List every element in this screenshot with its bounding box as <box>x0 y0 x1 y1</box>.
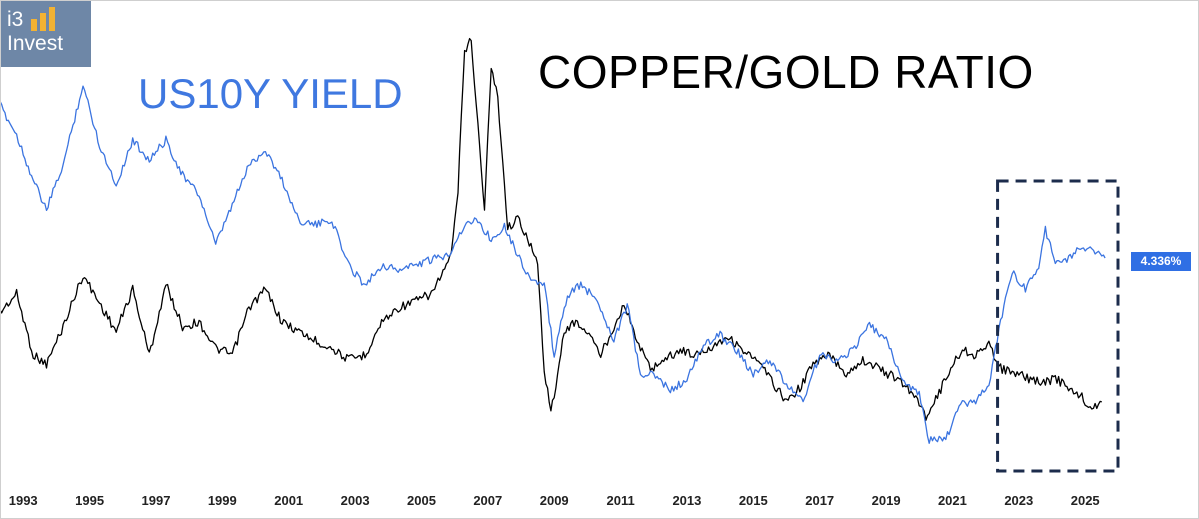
x-tick-label: 2015 <box>739 493 768 508</box>
x-tick-label: 2009 <box>540 493 569 508</box>
logo-text-invest: Invest <box>7 32 64 55</box>
x-tick-label: 2003 <box>341 493 370 508</box>
x-tick-label: 2013 <box>672 493 701 508</box>
i3-invest-logo: i3 Invest <box>1 1 91 67</box>
logo-text-i3: i3 <box>7 8 24 31</box>
x-tick-label: 1995 <box>75 493 104 508</box>
series-layer <box>0 37 1106 444</box>
x-tick-label: 2023 <box>1004 493 1033 508</box>
x-axis-ticks: 1993 1995 1997 1999 2001 2003 2005 2007 2009 2011… <box>9 493 1100 508</box>
highlight-box <box>996 179 1120 473</box>
us10y-yield-line <box>0 85 1106 444</box>
copper-gold-ratio-line <box>0 37 1102 421</box>
last-value-badge: 4.336% <box>1131 252 1191 271</box>
x-tick-label: 2025 <box>1071 493 1100 508</box>
x-tick-label: 1997 <box>142 493 171 508</box>
x-tick-label: 2021 <box>938 493 967 508</box>
us10y-yield-title: US10Y YIELD <box>138 70 403 117</box>
x-tick-label: 2001 <box>274 493 303 508</box>
x-tick-label: 2011 <box>606 493 634 508</box>
x-tick-label: 2007 <box>473 493 502 508</box>
bar-chart-icon <box>31 7 58 31</box>
x-tick-label: 2005 <box>407 493 436 508</box>
x-tick-label: 2017 <box>805 493 834 508</box>
x-tick-label: 1999 <box>208 493 237 508</box>
highlight-box-layer <box>996 179 1120 473</box>
x-tick-label: 1993 <box>9 493 38 508</box>
copper-gold-ratio-title: COPPER/GOLD RATIO <box>538 46 1034 98</box>
x-tick-label: 2019 <box>872 493 901 508</box>
